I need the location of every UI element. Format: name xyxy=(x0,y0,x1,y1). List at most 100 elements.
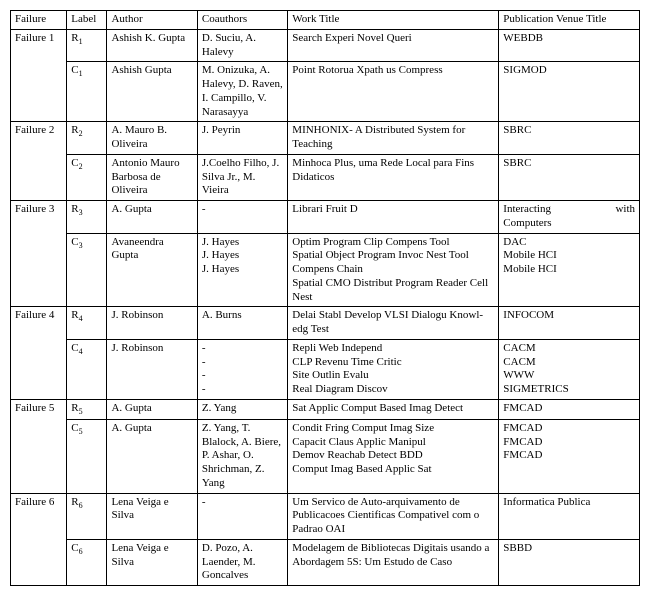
title-line: Condit Fring Comput Imag Size xyxy=(292,422,494,436)
co-line: - xyxy=(202,369,283,383)
venue-word: with xyxy=(615,203,635,217)
label-base: R xyxy=(71,32,78,44)
co-line: J. Hayes xyxy=(202,263,283,277)
title-line: Spatial CMO Distribut Program Reader Cel… xyxy=(292,277,494,305)
label-cell: C1 xyxy=(67,62,107,122)
col-author: Author xyxy=(107,11,197,30)
venue-line: FMCAD xyxy=(503,436,635,450)
failure-name: Failure 6 xyxy=(11,493,67,586)
failure-name: Failure 2 xyxy=(11,122,67,201)
co-line: - xyxy=(202,356,283,370)
label-sub: 4 xyxy=(79,314,83,323)
label-sub: 5 xyxy=(79,427,83,436)
table-row: Failure 4 R4 J. Robinson A. Burns Delai … xyxy=(11,307,640,340)
label-sub: 6 xyxy=(79,501,83,510)
title-line: Optim Program Clip Compens Tool xyxy=(292,236,494,250)
venue-cell: Interacting with Computers xyxy=(499,201,640,234)
venue-cell: DAC Mobile HCI Mobile HCI xyxy=(499,233,640,307)
label-base: R xyxy=(71,203,78,215)
col-failure: Failure xyxy=(11,11,67,30)
author-cell: Ashish Gupta xyxy=(107,62,197,122)
label-sub: 2 xyxy=(79,129,83,138)
title-cell: Um Servico de Auto-arquivamento de Publi… xyxy=(288,493,499,539)
title-cell: Repli Web Independ CLP Revenu Time Criti… xyxy=(288,339,499,399)
title-cell: MINHONIX- A Distributed System for Teach… xyxy=(288,122,499,155)
coauthors-cell: - - - - xyxy=(197,339,287,399)
venue-word: Computers xyxy=(503,217,635,231)
title-line: Site Outlin Evalu xyxy=(292,369,494,383)
co-line: J. Hayes xyxy=(202,249,283,263)
venue-cell: SBRC xyxy=(499,154,640,200)
label-sub: 5 xyxy=(79,407,83,416)
title-line: Repli Web Independ xyxy=(292,342,494,356)
coauthors-cell: Z. Yang, T. Blalock, A. Biere, P. Ashar,… xyxy=(197,419,287,493)
label-sub: 1 xyxy=(79,69,83,78)
label-base: C xyxy=(71,64,78,76)
coauthors-cell: J. Hayes J. Hayes J. Hayes xyxy=(197,233,287,307)
co-line: J. Hayes xyxy=(202,236,283,250)
title-line: Comput Imag Based Applic Sat xyxy=(292,463,494,477)
label-cell: R6 xyxy=(67,493,107,539)
failure-name: Failure 1 xyxy=(11,29,67,122)
label-sub: 4 xyxy=(79,347,83,356)
venue-line: FMCAD xyxy=(503,422,635,436)
label-sub: 6 xyxy=(79,547,83,556)
venue-cell: INFOCOM xyxy=(499,307,640,340)
coauthors-cell: D. Pozo, A. Laender, M. Goncalves xyxy=(197,539,287,585)
venue-line: SIGMETRICS xyxy=(503,383,635,397)
table-row: Failure 3 R3 A. Gupta - Librari Fruit D … xyxy=(11,201,640,234)
author-cell: J. Robinson xyxy=(107,339,197,399)
coauthors-cell: Z. Yang xyxy=(197,399,287,419)
label-sub: 1 xyxy=(79,37,83,46)
label-base: R xyxy=(71,402,78,414)
venue-word: Interacting xyxy=(503,203,551,217)
title-line: Spatial Object Program Invoc Nest Tool C… xyxy=(292,249,494,277)
label-cell: C5 xyxy=(67,419,107,493)
title-cell: Sat Applic Comput Based Imag Detect xyxy=(288,399,499,419)
venue-line: CACM xyxy=(503,356,635,370)
table-row: C1 Ashish Gupta M. Onizuka, A. Halevy, D… xyxy=(11,62,640,122)
venue-cell: SBBD xyxy=(499,539,640,585)
author-cell: J. Robinson xyxy=(107,307,197,340)
author-cell: A. Gupta xyxy=(107,399,197,419)
co-line: - xyxy=(202,383,283,397)
coauthors-cell: J.Coelho Filho, J. Silva Jr., M. Vieira xyxy=(197,154,287,200)
table-row: C4 J. Robinson - - - - Repli Web Indepen… xyxy=(11,339,640,399)
author-cell: Lena Veiga e Silva xyxy=(107,493,197,539)
col-coauthors: Coauthors xyxy=(197,11,287,30)
coauthors-cell: D. Suciu, A. Halevy xyxy=(197,29,287,62)
author-cell: Avaneendra Gupta xyxy=(107,233,197,307)
label-cell: R1 xyxy=(67,29,107,62)
title-cell: Minhoca Plus, uma Rede Local para Fins D… xyxy=(288,154,499,200)
co-line: - xyxy=(202,342,283,356)
title-line: Demov Reachab Detect BDD xyxy=(292,449,494,463)
table-row: Failure 2 R2 A. Mauro B. Oliveira J. Pey… xyxy=(11,122,640,155)
failure-name: Failure 4 xyxy=(11,307,67,400)
title-cell: Condit Fring Comput Imag Size Capacit Cl… xyxy=(288,419,499,493)
label-cell: C3 xyxy=(67,233,107,307)
label-base: R xyxy=(71,124,78,136)
venue-cell: SBRC xyxy=(499,122,640,155)
table-row: C2 Antonio Mauro Barbosa de Oliveira J.C… xyxy=(11,154,640,200)
table-row: Failure 1 R1 Ashish K. Gupta D. Suciu, A… xyxy=(11,29,640,62)
label-sub: 3 xyxy=(79,208,83,217)
title-cell: Librari Fruit D xyxy=(288,201,499,234)
title-line: Capacit Claus Applic Manipul xyxy=(292,436,494,450)
coauthors-cell: M. Onizuka, A. Halevy, D. Raven, I. Camp… xyxy=(197,62,287,122)
table-row: Failure 5 R5 A. Gupta Z. Yang Sat Applic… xyxy=(11,399,640,419)
table-row: C5 A. Gupta Z. Yang, T. Blalock, A. Bier… xyxy=(11,419,640,493)
label-base: C xyxy=(71,542,78,554)
col-label: Label xyxy=(67,11,107,30)
header-row: Failure Label Author Coauthors Work Titl… xyxy=(11,11,640,30)
coauthors-cell: - xyxy=(197,201,287,234)
label-base: C xyxy=(71,422,78,434)
label-base: R xyxy=(71,309,78,321)
label-base: R xyxy=(71,496,78,508)
author-cell: Ashish K. Gupta xyxy=(107,29,197,62)
label-base: C xyxy=(71,342,78,354)
venue-cell: FMCAD FMCAD FMCAD xyxy=(499,419,640,493)
label-sub: 2 xyxy=(79,162,83,171)
col-venue: Publication Venue Title xyxy=(499,11,640,30)
title-line: Real Diagram Discov xyxy=(292,383,494,397)
label-sub: 3 xyxy=(79,241,83,250)
